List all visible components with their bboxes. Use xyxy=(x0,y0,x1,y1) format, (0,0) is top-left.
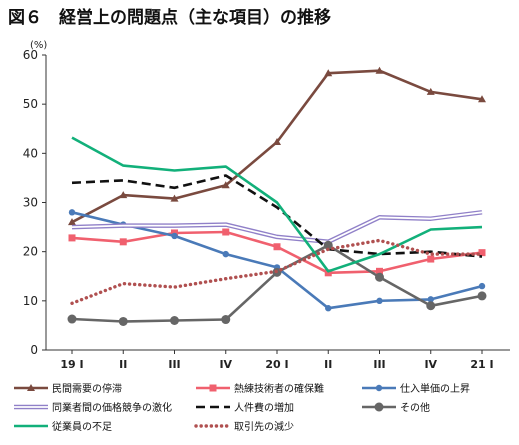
series-line-inner xyxy=(71,211,483,243)
series-4 xyxy=(71,210,483,245)
legend-label: 同業者間の価格競争の激化 xyxy=(52,401,172,414)
data-point-square xyxy=(324,269,332,277)
legend-item-1: 民間需要の停滞 xyxy=(14,382,122,395)
data-point-circle xyxy=(477,291,487,301)
y-tick-label: 10 xyxy=(23,294,38,308)
data-point-circle xyxy=(426,301,436,311)
legend-item-7: 従業員の不足 xyxy=(14,420,112,433)
x-tick-label: 20 I xyxy=(265,358,288,371)
series-7 xyxy=(71,136,483,273)
data-point-circle xyxy=(427,296,434,303)
legend-label: 取引先の減少 xyxy=(234,420,294,433)
legend-item-2: 熱練技術者の確保難 xyxy=(196,382,324,395)
series-2 xyxy=(68,228,486,277)
series-layer xyxy=(67,66,487,326)
x-tick-label: IV xyxy=(424,358,437,371)
legend-label: 人件費の増加 xyxy=(234,401,294,414)
y-tick-label: 30 xyxy=(23,196,38,210)
legend-item-5: 人件費の増加 xyxy=(196,401,294,414)
data-point-circle xyxy=(376,297,383,305)
data-point-triangle xyxy=(478,95,486,103)
chart-title: 図６ 経営上の問題点（主な項目）の推移 xyxy=(8,7,331,28)
legend-label: 仕入単価の上昇 xyxy=(400,382,470,395)
data-point-square xyxy=(273,243,281,251)
series-1 xyxy=(68,66,486,226)
series-line xyxy=(71,174,483,258)
legend-label: 従業員の不足 xyxy=(52,420,112,433)
data-point-circle xyxy=(67,314,77,324)
series-line xyxy=(70,238,484,305)
data-point-square xyxy=(209,384,217,392)
y-tick-label: 50 xyxy=(23,97,38,111)
data-point-triangle xyxy=(273,138,281,146)
data-point-circle xyxy=(325,305,332,312)
data-point-square xyxy=(478,249,486,257)
data-point-triangle xyxy=(324,69,333,77)
legend-label: 民間需要の停滞 xyxy=(52,382,122,395)
data-point-square xyxy=(119,238,127,246)
data-point-triangle xyxy=(221,181,230,189)
y-axis-unit-label: (%) xyxy=(30,40,47,51)
legend-label: その他 xyxy=(400,401,430,414)
data-point-circle xyxy=(222,250,229,258)
legend-item-3: 仕入単価の上昇 xyxy=(362,382,470,395)
data-point-triangle xyxy=(119,191,128,199)
x-tick-label: 19 I xyxy=(60,358,83,371)
data-point-square xyxy=(427,255,435,263)
legend-item-6: その他 xyxy=(362,401,430,414)
data-point-circle xyxy=(68,209,76,216)
x-tick-label: III xyxy=(168,358,180,371)
data-point-circle xyxy=(221,315,231,325)
data-point-circle xyxy=(170,316,179,325)
data-point-circle xyxy=(323,240,333,250)
series-5 xyxy=(71,174,483,258)
data-point-triangle xyxy=(375,66,384,74)
series-line xyxy=(71,69,483,224)
data-point-square xyxy=(376,267,383,275)
data-point-square xyxy=(222,228,230,236)
data-point-circle xyxy=(375,272,384,282)
series-line xyxy=(71,136,483,273)
data-point-circle xyxy=(375,384,383,392)
data-point-circle xyxy=(478,282,486,290)
data-point-triangle xyxy=(426,87,435,95)
legend-item-4: 同業者間の価格競争の激化 xyxy=(14,401,172,414)
data-point-square xyxy=(68,234,76,242)
legend-label: 熱練技術者の確保難 xyxy=(234,382,324,395)
x-tick-label: II xyxy=(119,358,127,371)
data-point-circle xyxy=(374,402,384,412)
y-tick-label: 20 xyxy=(23,245,38,259)
legend-item-8: 取引先の減少 xyxy=(194,420,294,433)
data-point-triangle xyxy=(27,384,35,391)
x-tick-label: 21 I xyxy=(470,358,493,371)
x-tick-label: II xyxy=(324,358,332,371)
y-tick-label: 60 xyxy=(23,48,38,62)
x-tick-label: IV xyxy=(219,358,232,371)
y-tick-label: 40 xyxy=(23,146,38,160)
series-8 xyxy=(70,238,484,305)
y-tick-label: 0 xyxy=(30,343,38,357)
data-point-circle xyxy=(171,232,178,240)
data-point-triangle xyxy=(170,194,179,202)
x-tick-label: III xyxy=(373,358,385,371)
data-point-triangle xyxy=(68,218,76,226)
data-point-circle xyxy=(118,316,128,326)
